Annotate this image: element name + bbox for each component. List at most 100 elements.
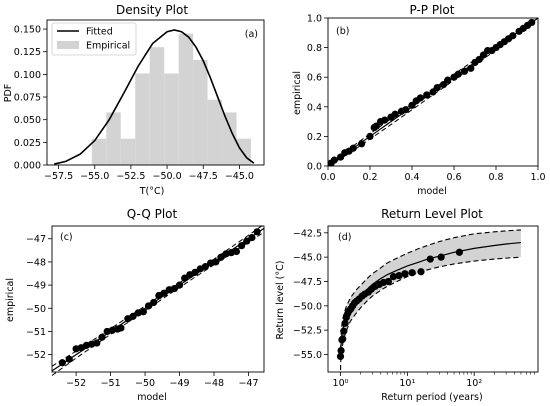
density-marks xyxy=(54,29,255,165)
qq-panel-tag: (c) xyxy=(60,232,73,243)
qq-x-axis-label: model xyxy=(137,392,167,403)
return-point xyxy=(417,268,425,276)
pp-plot-title: P-P Plot xyxy=(410,3,455,17)
pp-point xyxy=(444,76,452,84)
pp-x-tick-label: 0.8 xyxy=(488,172,503,183)
density-y-ticks: 0.000 0.025 0.050 0.075 0.100 0.125 0.150 xyxy=(14,25,47,172)
qq-x-tick-label: −50 xyxy=(135,378,155,389)
pp-point xyxy=(366,132,374,140)
pp-x-tick-label: 0.2 xyxy=(362,172,377,183)
return-point xyxy=(455,248,463,256)
pp-y-tick-label: 0.2 xyxy=(307,132,322,143)
pp-point xyxy=(423,91,431,99)
pp-point xyxy=(402,106,410,114)
pp-x-tick-label: 0.6 xyxy=(446,172,461,183)
qq-point xyxy=(129,312,137,320)
qq-point xyxy=(181,274,189,282)
histogram-bar xyxy=(106,112,121,165)
return-y-tick-label: −52.5 xyxy=(293,326,322,337)
qq-y-tick-label: −52 xyxy=(26,350,46,361)
density-panel-tag: (a) xyxy=(245,29,258,40)
qq-point xyxy=(139,308,147,316)
return-point xyxy=(426,255,434,263)
pp-point xyxy=(528,18,536,27)
density-y-tick-label: 0.125 xyxy=(14,47,41,58)
density-x-tick-label: −50.0 xyxy=(153,171,182,182)
pp-x-ticks: 0.0 0.2 0.4 0.6 0.8 1.0 xyxy=(320,166,546,183)
histogram-bar xyxy=(164,73,179,165)
histogram-bar xyxy=(193,59,208,165)
qq-x-tick-label: −51 xyxy=(101,378,121,389)
return-point xyxy=(341,319,349,327)
qq-point xyxy=(144,302,153,310)
pp-point xyxy=(509,32,517,40)
pp-x-axis-label: model xyxy=(417,186,447,197)
qq-y-tick-label: −51 xyxy=(26,327,46,338)
qq-x-ticks: −52 −51 −50 −49 −48 −47 xyxy=(66,372,259,389)
qq-marks xyxy=(51,223,265,376)
density-plot-title: Density Plot xyxy=(116,3,188,17)
pp-y-tick-label: 1.0 xyxy=(307,14,322,25)
return-axes-frame xyxy=(327,225,539,373)
qq-point xyxy=(248,233,256,242)
qq-point xyxy=(201,262,209,271)
pp-x-tick-label: 0.0 xyxy=(320,172,335,183)
qq-point xyxy=(58,359,66,367)
pp-y-tick-label: 0.0 xyxy=(307,162,322,173)
qq-plot-panel: Q-Q Plot −52 −51 −50 −49 −48 −47 −52 −51 −50 −49… xyxy=(5,207,265,403)
histogram-bar xyxy=(149,47,165,165)
legend-empirical-label: Empirical xyxy=(86,41,130,52)
density-y-tick-label: 0.050 xyxy=(14,115,41,126)
fitted-density-line xyxy=(54,29,255,165)
pp-y-tick-label: 0.8 xyxy=(307,43,322,54)
pp-y-axis-label: empirical xyxy=(292,71,303,115)
pp-panel-tag: (b) xyxy=(336,26,349,37)
pp-plot-panel: P-P Plot 0.0 0.2 0.4 0.6 0.8 1.0 0.0 0.2 0.4 0.6… xyxy=(292,3,546,197)
return-point xyxy=(384,277,392,286)
legend-empirical-swatch xyxy=(57,41,79,49)
qq-point xyxy=(243,237,251,245)
density-y-tick-label: 0.150 xyxy=(14,25,41,36)
return-confidence-band xyxy=(340,229,521,371)
qq-lower-confidence-line xyxy=(51,231,265,376)
return-y-tick-label: −55.0 xyxy=(293,350,322,361)
pp-point xyxy=(433,83,441,92)
return-y-tick-label: −42.5 xyxy=(293,228,322,239)
pp-y-tick-label: 0.6 xyxy=(307,73,322,84)
qq-x-tick-label: −48 xyxy=(204,378,224,389)
return-point xyxy=(339,335,347,343)
return-point xyxy=(336,352,345,361)
density-y-tick-label: 0.000 xyxy=(14,161,41,172)
density-y-tick-label: 0.075 xyxy=(14,93,41,104)
qq-y-ticks: −52 −51 −50 −49 −48 −47 xyxy=(26,234,52,361)
pp-y-ticks: 0.0 0.2 0.4 0.6 0.8 1.0 xyxy=(307,14,328,173)
density-y-tick-label: 0.100 xyxy=(14,70,41,81)
density-plot-panel: Density Plot −57.5 −55.0 −52.5 −50.0 −47.5 −4… xyxy=(3,3,265,197)
qq-point xyxy=(253,228,261,236)
return-x-ticks: 10⁰ 10¹ 10² xyxy=(333,372,535,389)
density-legend: Fitted Empirical xyxy=(51,22,137,56)
qq-plot-title: Q-Q Plot xyxy=(127,207,178,221)
return-x-tick-label: 10⁰ xyxy=(333,378,349,389)
qq-x-tick-label: −47 xyxy=(238,378,258,389)
pp-point xyxy=(454,70,462,78)
return-marks xyxy=(336,229,521,371)
histogram-bar xyxy=(236,138,251,165)
density-y-tick-label: 0.025 xyxy=(14,138,41,149)
density-x-tick-label: −47.5 xyxy=(189,171,218,182)
qq-point xyxy=(150,298,158,307)
density-axes-frame xyxy=(46,19,265,166)
density-x-tick-label: −55.0 xyxy=(80,171,109,182)
pp-point xyxy=(358,140,366,148)
qq-y-axis-label: empirical xyxy=(5,278,16,322)
return-y-tick-label: −47.5 xyxy=(293,277,322,288)
return-y-tick-label: −50.0 xyxy=(293,301,322,312)
qq-point xyxy=(170,284,178,293)
return-point xyxy=(389,273,398,281)
qq-y-tick-label: −47 xyxy=(26,234,46,245)
return-y-axis-label: Return level (°C) xyxy=(275,261,286,340)
qq-y-tick-label: −50 xyxy=(26,304,46,315)
qq-point xyxy=(217,253,225,261)
qq-point xyxy=(237,242,246,250)
